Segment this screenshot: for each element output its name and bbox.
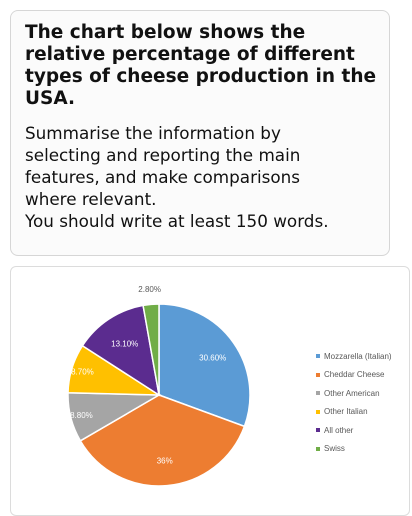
instruction-line: where relevant.: [25, 189, 157, 209]
chart-legend: Mozzarella (Italian) Cheddar Cheese Other …: [316, 347, 392, 458]
legend-label: Mozzarella (Italian): [324, 351, 392, 361]
legend-item-4: All other: [316, 421, 392, 440]
pie-slice-4: [81, 304, 161, 397]
instruction-line: selecting and reporting the main: [25, 145, 301, 165]
data-label-3: 8.70%: [71, 367, 94, 376]
pie-data-labels: 30.60% 36% 8.80% 8.70% 13.10% 2.80%: [70, 285, 226, 465]
data-label-1: 36%: [157, 456, 173, 465]
legend-item-1: Cheddar Cheese: [316, 366, 392, 385]
data-label-5: 2.80%: [138, 285, 161, 294]
legend-label: Cheddar Cheese: [324, 370, 385, 380]
legend-swatch: [316, 372, 320, 377]
chart-card: 30.60% 36% 8.80% 8.70% 13.10% 2.80% Mozzarell…: [10, 266, 410, 516]
instruction-line: features, and make comparisons: [25, 167, 301, 187]
legend-label: Swiss: [324, 444, 345, 454]
task-card: The chart below shows the relative perce…: [10, 10, 390, 256]
data-label-2: 8.80%: [70, 411, 93, 420]
legend-swatch: [316, 428, 320, 433]
legend-label: Other Italian: [324, 407, 368, 417]
task-instructions: Summarise the information by selecting a…: [25, 122, 377, 232]
legend-swatch: [316, 391, 320, 396]
data-label-0: 30.60%: [199, 353, 226, 362]
pie-slice-5: [142, 303, 160, 396]
pie-slices: [67, 303, 251, 487]
data-label-4: 13.10%: [111, 339, 138, 348]
legend-swatch: [316, 409, 320, 414]
legend-item-0: Mozzarella (Italian): [316, 347, 392, 366]
legend-label: Other American: [324, 388, 380, 398]
task-title: The chart below shows the relative perce…: [25, 22, 377, 109]
pie-slice-0: [158, 303, 251, 428]
legend-swatch: [316, 354, 320, 359]
legend-item-5: Swiss: [316, 440, 392, 459]
legend-item-3: Other Italian: [316, 403, 392, 422]
legend-swatch: [316, 446, 320, 451]
pie-chart: 30.60% 36% 8.80% 8.70% 13.10% 2.80%: [67, 285, 251, 487]
legend-item-2: Other American: [316, 384, 392, 403]
instruction-line: You should write at least 150 words.: [25, 211, 329, 231]
legend-label: All other: [324, 425, 354, 435]
instruction-line: Summarise the information by: [25, 123, 281, 143]
